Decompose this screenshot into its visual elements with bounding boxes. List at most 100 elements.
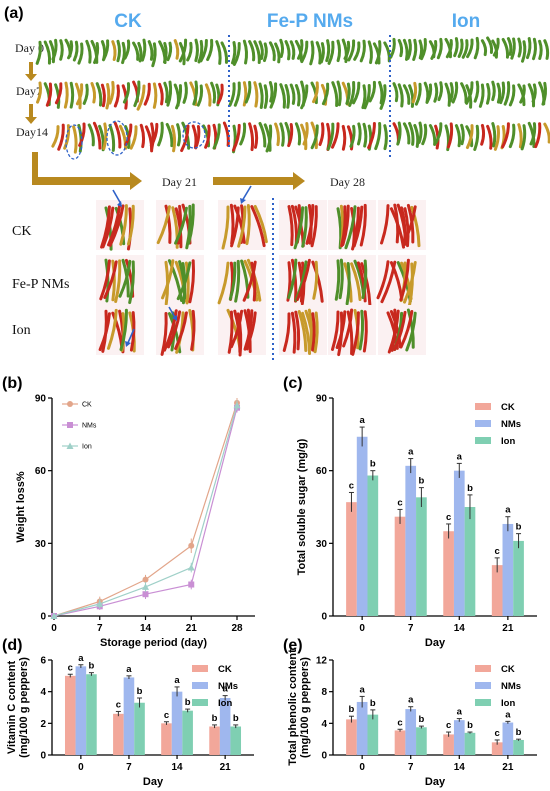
pepper-shape xyxy=(78,122,86,147)
bar xyxy=(416,497,427,616)
x-tick-label: 28 xyxy=(231,623,243,634)
pepper-shape xyxy=(156,205,171,245)
significance-letter: c xyxy=(349,480,354,491)
pepper-shape xyxy=(309,40,315,66)
pepper-shape xyxy=(220,41,229,64)
pepper-shape xyxy=(402,38,409,61)
pepper-shape xyxy=(543,122,550,144)
pepper-shape xyxy=(116,39,121,63)
pepper-shape xyxy=(165,122,174,148)
pepper-shape xyxy=(367,40,373,65)
pepper-shape xyxy=(233,81,241,107)
pepper-shape xyxy=(176,261,192,301)
bar xyxy=(75,666,87,755)
pepper-shape xyxy=(108,204,125,247)
pepper-shape xyxy=(508,84,516,107)
x-tick-label: 7 xyxy=(126,762,132,773)
pepper-shape xyxy=(393,310,407,351)
pepper-shape xyxy=(187,203,195,245)
pepper-shape xyxy=(543,39,550,60)
significance-letter: c xyxy=(495,546,500,557)
pepper-shape xyxy=(521,40,527,63)
significance-letter: b xyxy=(370,459,376,470)
pepper-shape xyxy=(253,124,259,149)
y-axis-title-units: (mg/100 g peppers) xyxy=(299,657,311,758)
pepper-shape xyxy=(164,204,172,244)
pepper-shape xyxy=(210,81,217,104)
x-tick-label: 21 xyxy=(220,762,232,773)
bar xyxy=(64,675,76,755)
pepper-shape xyxy=(312,81,319,104)
pepper-shape xyxy=(302,122,309,146)
significance-letter: c xyxy=(446,512,451,523)
pepper-shape xyxy=(184,261,190,305)
pepper-shape xyxy=(174,311,188,351)
pepper-shape xyxy=(54,82,63,105)
pepper-shape xyxy=(363,83,371,110)
pepper-shape xyxy=(129,125,138,150)
x-tick-label: 14 xyxy=(140,623,152,634)
pepper-shape xyxy=(413,123,420,148)
y-tick-label: 30 xyxy=(316,539,328,550)
legend-label: NMs xyxy=(82,423,97,430)
pepper-shape xyxy=(113,84,120,108)
pepper-shape xyxy=(294,122,302,146)
data-point xyxy=(188,581,195,588)
pepper-shape xyxy=(378,80,384,105)
y-tick-label: 30 xyxy=(35,539,47,550)
pepper-shape xyxy=(480,39,488,57)
x-tick-label: 0 xyxy=(78,762,84,773)
pepper-rows-photo xyxy=(35,36,550,154)
y-tick-label: 6 xyxy=(40,656,46,667)
bar xyxy=(367,714,379,755)
bar xyxy=(491,565,503,616)
pepper-shape xyxy=(446,122,454,149)
bar xyxy=(356,436,368,616)
pepper-shape xyxy=(102,122,108,151)
significance-letter: c xyxy=(397,497,402,508)
pepper-shape xyxy=(232,42,241,66)
data-point xyxy=(50,612,58,619)
bar xyxy=(443,734,454,755)
pepper-shape xyxy=(346,310,354,356)
pepper-shape xyxy=(397,83,404,108)
x-tick-label: 14 xyxy=(171,762,183,773)
pepper-shape xyxy=(349,124,356,148)
y-tick-label: 90 xyxy=(35,394,47,405)
data-point xyxy=(142,576,149,583)
bar xyxy=(394,730,406,755)
bar xyxy=(405,709,417,755)
bar xyxy=(182,710,193,755)
x-tick-label: 14 xyxy=(454,762,466,773)
bar xyxy=(209,726,220,755)
pepper-shape xyxy=(506,37,513,56)
pepper-shape xyxy=(520,124,527,151)
pepper-shape xyxy=(113,121,122,149)
bar xyxy=(464,732,476,755)
pepper-shape xyxy=(174,206,188,245)
pepper-shape xyxy=(501,37,510,59)
pepper-shape xyxy=(147,40,154,61)
pepper-shape xyxy=(444,82,451,107)
legend-marker xyxy=(66,442,74,449)
pepper-shape xyxy=(408,84,415,108)
pepper-shape xyxy=(499,81,506,105)
pepper-shape xyxy=(331,81,339,108)
pepper-shape xyxy=(45,82,53,107)
pepper-shape xyxy=(503,81,511,106)
timeline-arrow-day28 xyxy=(213,172,305,190)
pepper-shape xyxy=(433,82,439,103)
pepper-shape xyxy=(362,310,368,353)
pepper-shape xyxy=(36,81,43,104)
pepper-shape xyxy=(111,40,117,62)
pepper-shape xyxy=(294,310,301,351)
pepper-shape xyxy=(82,83,89,105)
significance-letter: a xyxy=(78,653,84,664)
pepper-shape xyxy=(35,40,42,65)
pepper-shape xyxy=(517,123,523,149)
pepper-shape xyxy=(437,81,444,102)
pepper-shape xyxy=(111,259,116,302)
pepper-shape xyxy=(389,310,402,349)
pepper-shape xyxy=(297,39,304,60)
